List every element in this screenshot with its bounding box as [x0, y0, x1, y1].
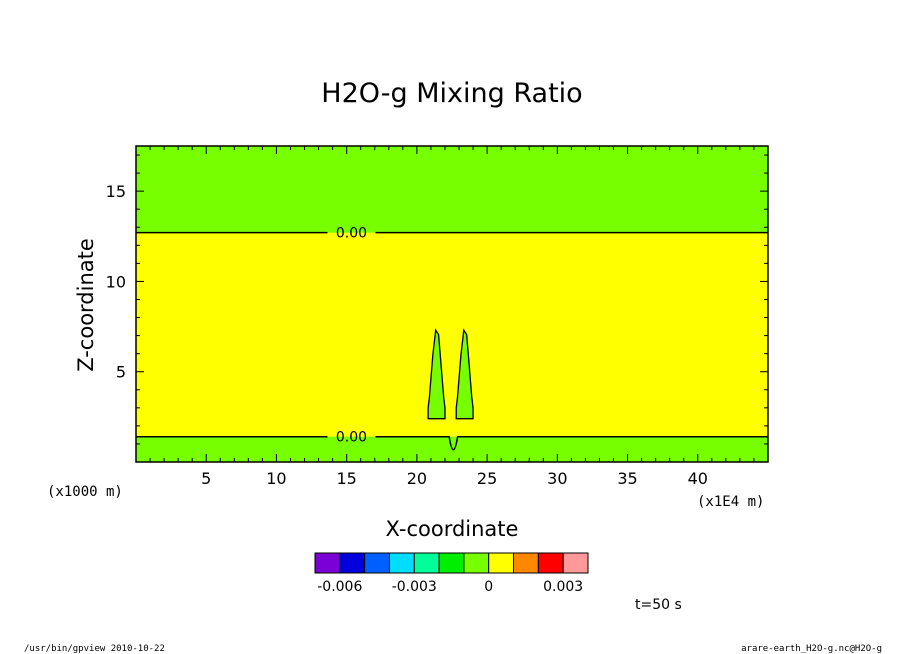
x-tick-label-7: 40: [688, 469, 708, 488]
plot-frame: [135, 145, 769, 463]
x-tick-label-1: 10: [266, 469, 286, 488]
x-tick-label-0: 5: [201, 469, 211, 488]
x-tick-label-2: 15: [336, 469, 356, 488]
colorbar-box-6: [463, 552, 490, 574]
x-axis-label: X-coordinate: [386, 517, 519, 541]
plot-area: 0.00 0.00 5 10 15 20 25 30 35 40 5 10 15: [106, 145, 769, 488]
colorbar-box-2: [364, 552, 390, 574]
fill-region-right-plume: [455, 328, 474, 420]
x-tick-label-4: 25: [477, 469, 497, 488]
colorbar-box-5: [438, 552, 465, 574]
footer-left: /usr/bin/gpview 2010-10-22: [24, 644, 165, 654]
colorbar-label-1: -0.003: [392, 579, 437, 595]
x-tick-label-6: 35: [617, 469, 637, 488]
chart-title: H2O-g Mixing Ratio: [321, 78, 582, 109]
colorbar-box-10: [562, 552, 589, 574]
y-tick-label-0: 5: [116, 363, 126, 382]
colorbar-box-3: [388, 552, 415, 574]
colorbar-label-2: 0: [484, 579, 493, 595]
colorbar-box-9: [537, 552, 564, 574]
y-unit-note: (x1000 m): [47, 484, 123, 500]
colorbar-box-7: [488, 552, 515, 574]
x-tick-label-3: 20: [407, 469, 427, 488]
colorbar-box-8: [513, 552, 539, 574]
colorbar-box-4: [413, 552, 440, 574]
colorbar: -0.006 -0.003 0 0.003: [314, 552, 589, 595]
fill-region-left-plume: [427, 328, 446, 420]
x-unit-note: (x1E4 m): [697, 494, 764, 510]
contour-label-0: 0.00: [336, 226, 367, 242]
contour-label-1: 0.00: [336, 430, 367, 446]
colorbar-box-1: [339, 552, 366, 574]
time-label: t=50 s: [635, 597, 682, 613]
colorbar-box-0: [314, 552, 341, 574]
contour-line-1: [136, 435, 768, 451]
fill-region-upper-layer: [136, 146, 768, 233]
x-tick-label-5: 30: [547, 469, 567, 488]
y-tick-label-2: 15: [106, 182, 126, 201]
footer-right: arare-earth_H2O-g.nc@H2O-g: [741, 644, 882, 654]
y-axis-label: Z-coordinate: [74, 238, 98, 372]
y-tick-label-1: 10: [106, 272, 126, 291]
colorbar-label-3: 0.003: [543, 579, 583, 595]
colorbar-label-0: -0.006: [317, 579, 362, 595]
